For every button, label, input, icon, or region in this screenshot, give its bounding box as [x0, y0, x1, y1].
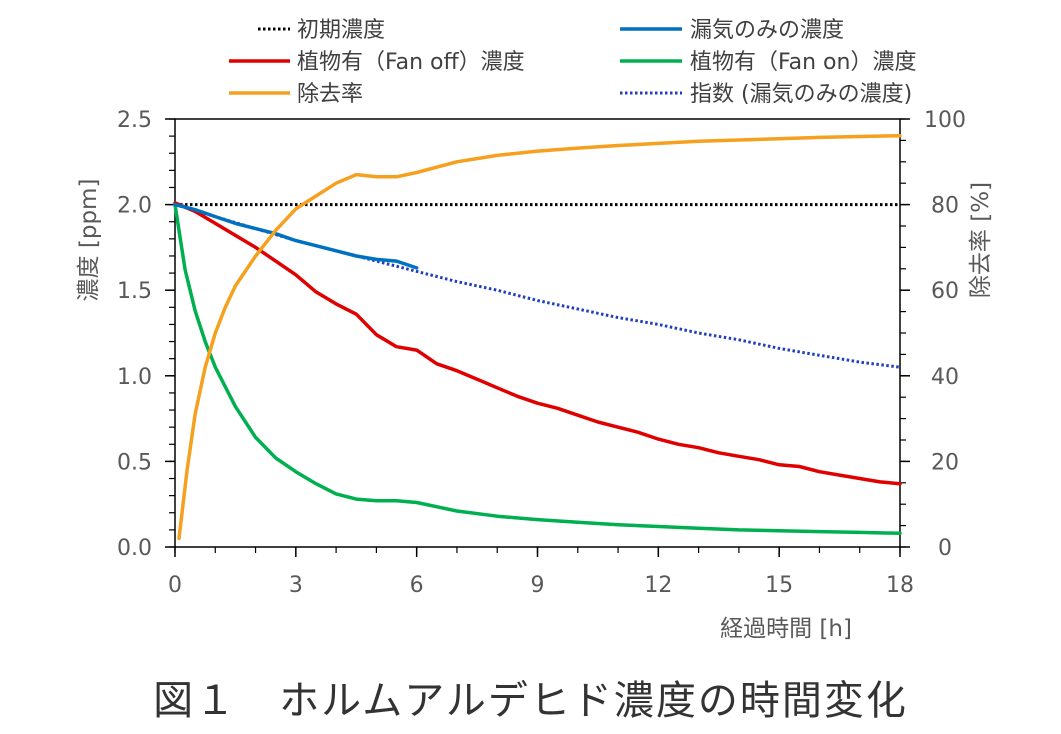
series-line-removal — [177, 133, 902, 541]
series-line-fan-on — [173, 202, 902, 536]
series-line-exp-fit — [174, 203, 901, 369]
plot-border — [174, 118, 901, 548]
series-layer — [173, 133, 902, 541]
legend-label-leak: 漏気のみの濃度 — [690, 18, 844, 43]
series-line-leak — [173, 202, 419, 270]
x-tick-label: 6 — [410, 573, 424, 598]
x-tick-label: 18 — [886, 573, 914, 598]
y2-tick-label: 60 — [931, 279, 959, 304]
y2-axis-title: 除去率 [%] — [968, 182, 994, 298]
x-tick-label: 3 — [289, 573, 303, 598]
y2-tick-label: 100 — [924, 108, 966, 133]
y-tick-label: 1.5 — [117, 279, 152, 304]
plot-frame — [174, 118, 901, 548]
legend: 初期濃度 植物有（Fan off）濃度 除去率 漏気のみの濃度 植物有（Fan … — [229, 18, 916, 107]
x-axis-title: 経過時間 [h] — [720, 616, 852, 642]
y2-tick-label: 0 — [938, 536, 952, 561]
legend-label-fan-off: 植物有（Fan off）濃度 — [297, 50, 525, 75]
y-tick-label: 1.0 — [117, 365, 152, 390]
figure-caption: 図１ ホルムアルデヒド濃度の時間変化 — [153, 678, 908, 724]
y-axis-ticks: 0.0 0.5 1.0 1.5 2.0 2.5 — [117, 108, 175, 561]
x-tick-label: 12 — [644, 573, 672, 598]
y2-tick-label: 80 — [931, 194, 959, 219]
legend-label-initial: 初期濃度 — [297, 18, 385, 43]
x-axis-ticks: 0 3 6 9 12 15 18 — [168, 547, 914, 598]
y-tick-label: 2.5 — [117, 108, 152, 133]
legend-label-exp-fit: 指数 (漏気のみの濃度) — [690, 82, 912, 107]
y-tick-label: 2.0 — [117, 194, 152, 219]
x-tick-label: 9 — [531, 573, 545, 598]
y-axis-title: 濃度 [ppm] — [76, 179, 102, 302]
x-tick-label: 0 — [168, 573, 182, 598]
y2-tick-label: 20 — [931, 450, 959, 475]
minor-ticks — [169, 118, 906, 553]
y-tick-label: 0.0 — [117, 536, 152, 561]
y-tick-label: 0.5 — [117, 450, 152, 475]
x-tick-label: 15 — [765, 573, 793, 598]
legend-label-removal: 除去率 — [297, 82, 363, 107]
series-line-fan-off — [173, 201, 902, 486]
y2-axis-ticks: 0 20 40 60 80 100 — [900, 108, 966, 561]
y2-tick-label: 40 — [931, 365, 959, 390]
legend-label-fan-on: 植物有（Fan on）濃度 — [690, 50, 916, 75]
